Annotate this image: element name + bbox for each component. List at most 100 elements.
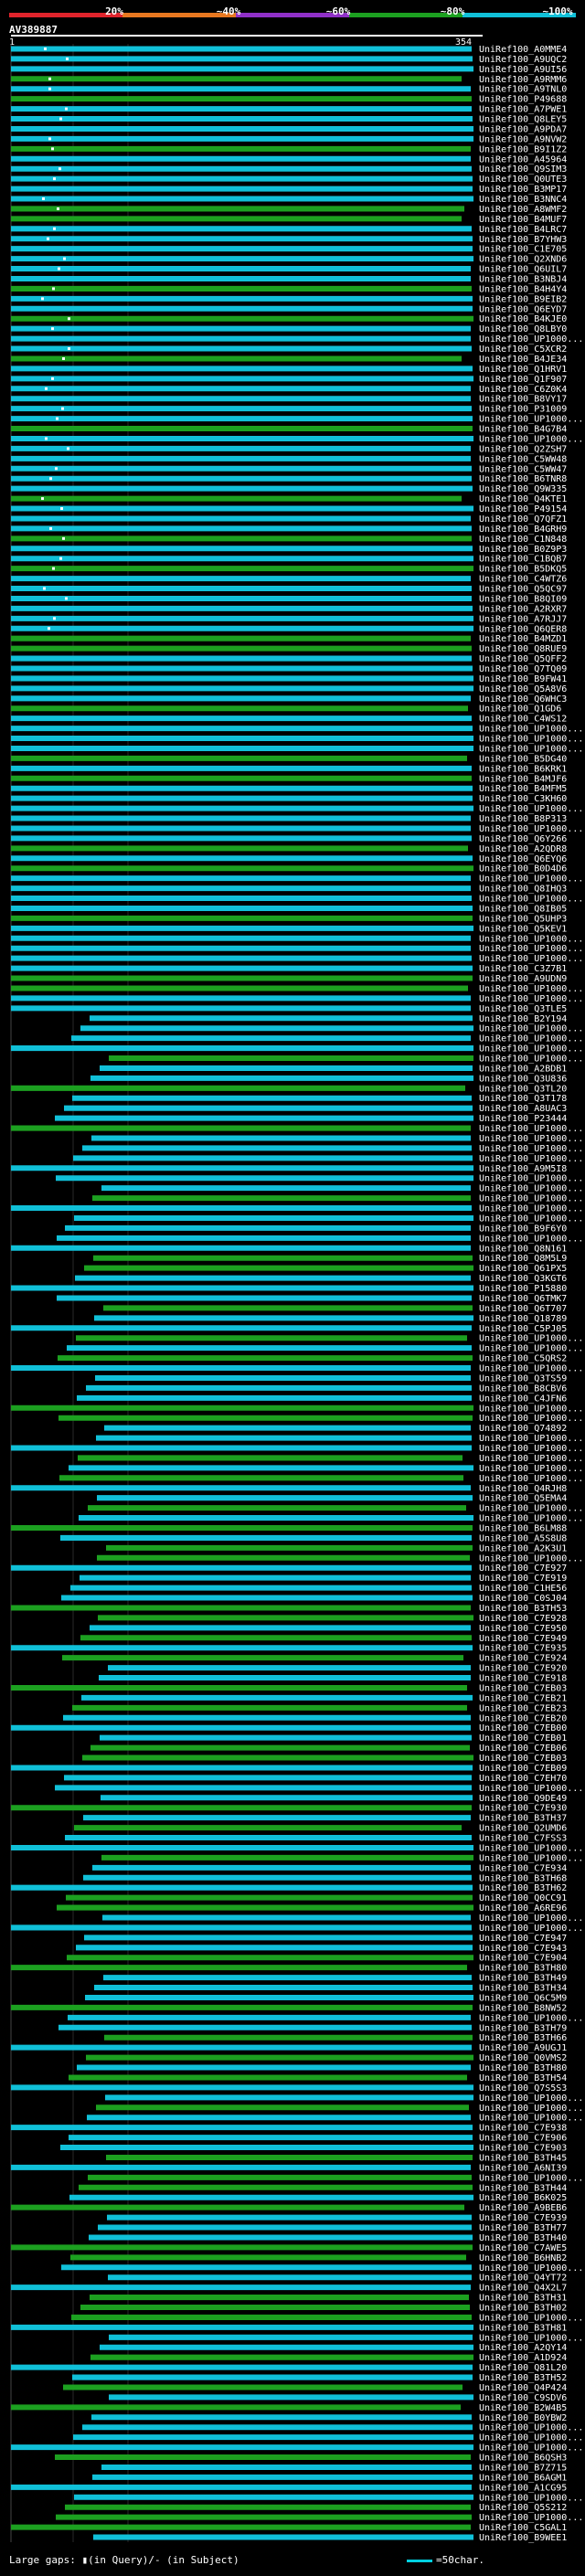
hit-row[interactable]: UniRef100_UP1000...	[56, 1174, 583, 1184]
hit-row[interactable]: UniRef100_Q5KEV1	[11, 924, 567, 934]
hit-label[interactable]: UniRef100_C7EB01	[479, 1733, 567, 1744]
hit-row[interactable]: UniRef100_B7YHW3	[11, 235, 567, 245]
hit-row[interactable]: UniRef100_C7E927	[11, 1564, 567, 1574]
hit-row[interactable]: UniRef100_Q4RJH8	[11, 1484, 567, 1494]
hit-row[interactable]: UniRef100_Q6EYD7	[11, 304, 567, 314]
hit-row[interactable]: UniRef100_UP1000...	[11, 954, 583, 964]
hit-label[interactable]: UniRef100_B9FW41	[479, 674, 567, 684]
hit-row[interactable]: UniRef100_UP1000...	[11, 744, 583, 754]
hit-row[interactable]: UniRef100_A2K3U1	[106, 1543, 567, 1553]
hit-label[interactable]: UniRef100_A6RE96	[479, 1903, 567, 1913]
hit-row[interactable]: UniRef100_UP1000...	[11, 1404, 583, 1414]
hit-label[interactable]: UniRef100_B4MJF6	[479, 774, 567, 784]
hit-row[interactable]: UniRef100_UP1000...	[56, 2513, 583, 2523]
hit-row[interactable]: UniRef100_B3TH44	[79, 2183, 567, 2193]
hit-row[interactable]: UniRef100_UP1000...	[109, 2333, 583, 2343]
hit-row[interactable]: UniRef100_Q6C5M9	[85, 1993, 567, 2003]
hit-row[interactable]: UniRef100_UP1000...	[11, 804, 583, 814]
hit-label[interactable]: UniRef100_Q9DE49	[479, 1794, 567, 1804]
hit-label[interactable]: UniRef100_C7E918	[479, 1674, 567, 1684]
hit-label[interactable]: UniRef100_Q7QFZ1	[479, 514, 567, 525]
hit-label[interactable]: UniRef100_B4JE34	[479, 355, 567, 365]
hit-label[interactable]: UniRef100_C7E920	[479, 1664, 567, 1674]
hit-row[interactable]: UniRef100_C7EB20	[63, 1713, 567, 1723]
hit-row[interactable]: UniRef100_Q1HRV1	[11, 365, 567, 375]
hit-row[interactable]: UniRef100_B0Z9P3	[11, 545, 567, 555]
hit-row[interactable]: UniRef100_UP1000...	[76, 1334, 583, 1344]
hit-row[interactable]: UniRef100_B6LM88	[11, 1523, 567, 1533]
hit-label[interactable]: UniRef100_UP1000...	[479, 2094, 583, 2104]
hit-row[interactable]: UniRef100_Q9SIM3	[11, 164, 567, 175]
hit-row[interactable]: UniRef100_UP1000...	[101, 1184, 583, 1194]
hit-row[interactable]: UniRef100_B6QSH3	[55, 2454, 567, 2464]
hit-row[interactable]: UniRef100_UP1000...	[69, 1464, 583, 1474]
hit-row[interactable]: UniRef100_B3TH79	[58, 2023, 567, 2033]
hit-label[interactable]: UniRef100_UP1000...	[479, 934, 583, 944]
hit-row[interactable]: UniRef100_UP1000...	[87, 2114, 583, 2124]
hit-row[interactable]: UniRef100_Q8M5L9	[93, 1254, 567, 1264]
hit-label[interactable]: UniRef100_UP1000...	[479, 2493, 583, 2503]
hit-row[interactable]: UniRef100_P15880	[11, 1284, 567, 1294]
hit-row[interactable]: UniRef100_C7E934	[92, 1863, 567, 1873]
hit-row[interactable]: UniRef100_B9F6Y0	[65, 1224, 567, 1234]
hit-label[interactable]: UniRef100_UP1000...	[479, 725, 583, 735]
hit-label[interactable]: UniRef100_C7E947	[479, 1934, 567, 1944]
hit-row[interactable]: UniRef100_B3TH77	[98, 2223, 567, 2233]
hit-label[interactable]: UniRef100_B3TH40	[479, 2233, 567, 2243]
hit-label[interactable]: UniRef100_C7E950	[479, 1624, 567, 1634]
hit-row[interactable]: UniRef100_C7EB03	[82, 1754, 567, 1764]
hit-label[interactable]: UniRef100_UP1000...	[479, 1414, 583, 1424]
hit-label[interactable]: UniRef100_P49154	[479, 504, 567, 514]
hit-row[interactable]: UniRef100_UP1000...	[78, 1454, 583, 1464]
hit-label[interactable]: UniRef100_B6K025	[479, 2193, 567, 2203]
hit-label[interactable]: UniRef100_B3TH53	[479, 1604, 567, 1614]
hit-row[interactable]: UniRef100_B3TH80	[11, 1964, 567, 1974]
hit-row[interactable]: UniRef100_C7E924	[62, 1654, 567, 1664]
hit-row[interactable]: UniRef100_Q3T178	[72, 1094, 567, 1104]
hit-row[interactable]: UniRef100_B8P313	[11, 814, 567, 824]
hit-row[interactable]: UniRef100_A9TNL0	[11, 85, 567, 95]
hit-label[interactable]: UniRef100_UP1000...	[479, 1344, 583, 1354]
hit-row[interactable]: UniRef100_UP1000...	[82, 1144, 583, 1154]
hit-row[interactable]: UniRef100_UP1000...	[71, 2313, 583, 2323]
hit-label[interactable]: UniRef100_C7EB09	[479, 1764, 567, 1774]
hit-row[interactable]: UniRef100_Q5S212	[65, 2503, 567, 2513]
hit-row[interactable]: UniRef100_C0SJ04	[61, 1594, 567, 1604]
hit-label[interactable]: UniRef100_UP1000...	[479, 2114, 583, 2124]
hit-label[interactable]: UniRef100_Q74892	[479, 1424, 567, 1434]
hit-row[interactable]: UniRef100_A8WMF2	[11, 205, 567, 215]
hit-label[interactable]: UniRef100_B7YHW3	[479, 235, 567, 245]
hit-row[interactable]: UniRef100_Q2ZSH7	[11, 444, 567, 454]
hit-row[interactable]: UniRef100_Q4KTE1	[11, 494, 567, 504]
hit-label[interactable]: UniRef100_Q8N161	[479, 1244, 567, 1254]
hit-label[interactable]: UniRef100_B3TH80	[479, 1964, 567, 1974]
hit-row[interactable]: UniRef100_A8UAC3	[64, 1104, 567, 1114]
hit-row[interactable]: UniRef100_B3MP17	[11, 185, 567, 195]
hit-label[interactable]: UniRef100_B0YBW2	[479, 2413, 567, 2423]
hit-row[interactable]: UniRef100_UP1000...	[11, 1444, 583, 1454]
hit-row[interactable]: UniRef100_A9UGJ1	[11, 2043, 567, 2053]
hit-label[interactable]: UniRef100_Q1HRV1	[479, 365, 567, 375]
hit-label[interactable]: UniRef100_Q0CC91	[479, 1893, 567, 1903]
hit-label[interactable]: UniRef100_Q9W335	[479, 484, 567, 494]
hit-row[interactable]: UniRef100_UP1000...	[11, 334, 583, 345]
hit-label[interactable]: UniRef100_A2QY14	[479, 2343, 567, 2353]
hit-row[interactable]: UniRef100_Q9DE49	[101, 1794, 567, 1804]
hit-row[interactable]: UniRef100_C7E947	[84, 1934, 567, 1944]
hit-label[interactable]: UniRef100_B3TH02	[479, 2304, 567, 2314]
hit-label[interactable]: UniRef100_UP1000...	[479, 944, 583, 954]
hit-row[interactable]: UniRef100_C7EB06	[90, 1744, 567, 1754]
hit-row[interactable]: UniRef100_C1BQB7	[11, 555, 567, 565]
hit-label[interactable]: UniRef100_B4MZD1	[479, 634, 567, 644]
hit-label[interactable]: UniRef100_B3TH68	[479, 1873, 567, 1883]
hit-row[interactable]: UniRef100_B4MFM5	[11, 784, 567, 794]
hit-label[interactable]: UniRef100_A8WMF2	[479, 205, 567, 215]
hit-row[interactable]: UniRef100_C5PJ05	[11, 1324, 567, 1334]
hit-label[interactable]: UniRef100_UP1000...	[479, 1404, 583, 1414]
hit-label[interactable]: UniRef100_Q3TL20	[479, 1084, 567, 1094]
hit-row[interactable]: UniRef100_A9UI56	[11, 65, 567, 75]
hit-label[interactable]: UniRef100_Q61PX5	[479, 1264, 567, 1274]
hit-label[interactable]: UniRef100_Q9SIM3	[479, 164, 567, 175]
hit-row[interactable]: UniRef100_UP1000...	[57, 1234, 583, 1244]
hit-label[interactable]: UniRef100_UP1000...	[479, 2263, 583, 2274]
